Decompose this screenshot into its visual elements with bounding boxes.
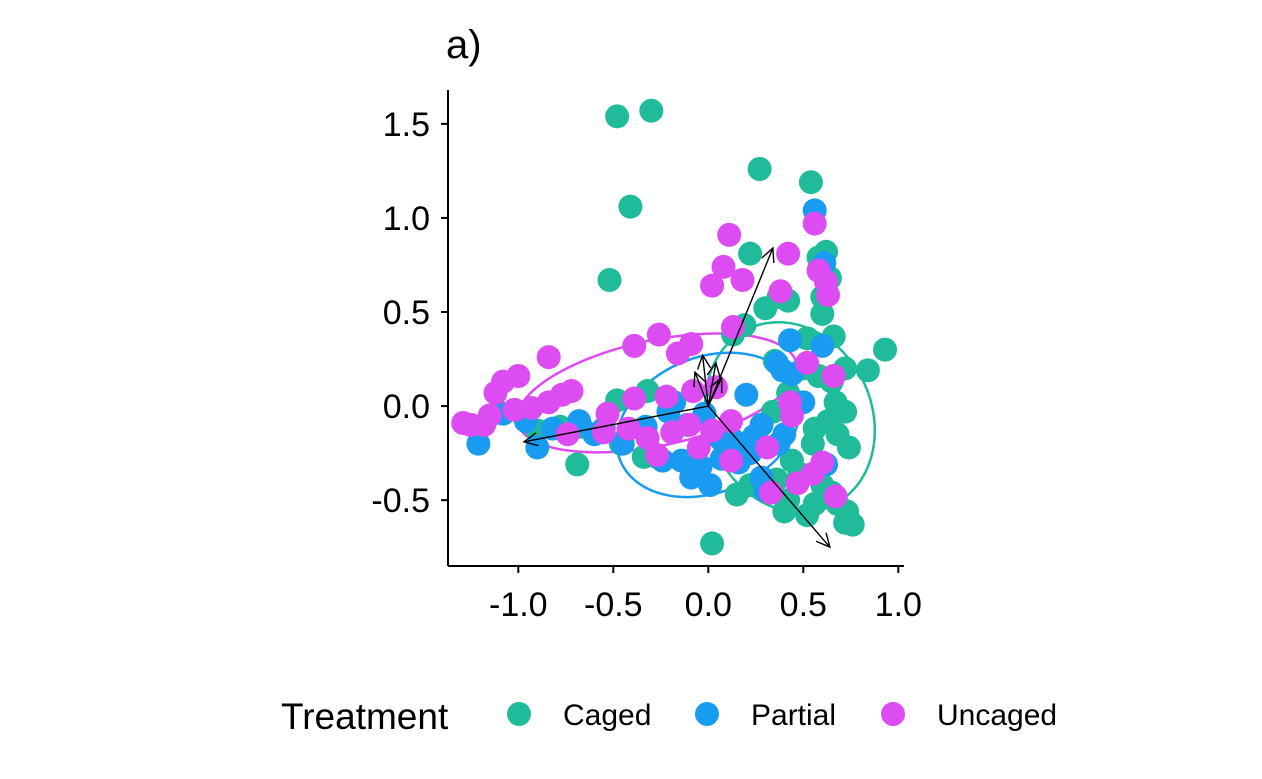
legend-label-uncaged: Uncaged	[937, 699, 1057, 732]
point-partial	[669, 448, 694, 473]
y-tick-label: 0.5	[383, 294, 430, 332]
vector-arrowhead	[761, 246, 775, 264]
vector-arrowhead	[522, 432, 539, 447]
x-tick-label: -1.0	[489, 586, 548, 624]
point-caged	[639, 98, 664, 123]
vector-arrow	[523, 405, 709, 443]
point-caged	[795, 503, 820, 528]
point-uncaged	[677, 412, 702, 437]
vector-arrowhead	[815, 532, 831, 549]
legend-label-partial: Partial	[751, 699, 836, 732]
data-points	[451, 98, 897, 556]
point-uncaged	[711, 254, 736, 279]
legend-key-caged	[507, 702, 531, 726]
chart-title: a)	[446, 23, 482, 67]
point-uncaged	[700, 418, 725, 443]
point-uncaged	[555, 422, 580, 447]
point-uncaged	[730, 268, 755, 293]
point-uncaged	[802, 211, 827, 236]
y-tick-label: 0.0	[383, 388, 430, 426]
x-tick-label: 0.5	[780, 586, 827, 624]
point-uncaged	[776, 241, 801, 266]
point-caged	[772, 499, 797, 524]
legend-key-partial	[695, 702, 719, 726]
vector-arrow	[707, 405, 831, 548]
point-uncaged	[719, 409, 744, 434]
point-uncaged	[717, 222, 742, 247]
x-tick-label: 0.0	[685, 586, 732, 624]
point-uncaged	[795, 350, 820, 375]
point-caged	[597, 268, 622, 293]
point-uncaged	[779, 403, 804, 428]
point-uncaged	[823, 484, 848, 509]
point-partial	[698, 473, 723, 498]
vector-arrowhead	[696, 353, 712, 370]
legend-title: Treatment	[281, 696, 449, 737]
point-partial	[764, 350, 789, 375]
legend-label-caged: Caged	[563, 699, 651, 732]
point-uncaged	[483, 380, 508, 405]
point-uncaged	[665, 341, 690, 366]
point-uncaged	[755, 435, 780, 460]
point-partial	[734, 382, 759, 407]
point-uncaged	[721, 315, 745, 340]
point-uncaged	[451, 411, 476, 436]
point-uncaged	[768, 279, 793, 304]
point-caged	[836, 435, 861, 460]
point-uncaged	[654, 384, 679, 409]
point-uncaged	[821, 363, 846, 388]
point-caged	[798, 170, 823, 195]
loading-vectors	[522, 246, 831, 549]
point-uncaged	[810, 450, 835, 475]
point-uncaged	[719, 448, 744, 473]
vector-arrowhead	[709, 376, 723, 393]
point-partial	[466, 431, 491, 456]
y-tick-label: -0.5	[371, 482, 430, 520]
legend-key-uncaged	[881, 702, 905, 726]
point-uncaged	[816, 283, 840, 308]
point-caged	[738, 241, 763, 266]
point-uncaged	[622, 386, 647, 411]
point-caged	[700, 531, 725, 556]
x-tick-label: 1.0	[875, 586, 922, 624]
point-caged	[618, 194, 643, 219]
point-caged	[605, 104, 630, 129]
axes: -1.0 -0.5 0.0 0.5 1.0 -0.5 0.0 0.5 1.0 1.5	[371, 90, 922, 624]
point-uncaged	[681, 379, 706, 404]
vector-arrowhead	[693, 370, 707, 388]
point-caged	[855, 358, 880, 383]
x-tick-label: -0.5	[584, 586, 643, 624]
point-uncaged	[645, 442, 669, 467]
point-partial	[778, 328, 802, 353]
point-caged	[747, 157, 772, 182]
point-partial	[810, 333, 835, 358]
y-tick-label: 1.5	[383, 106, 430, 144]
point-uncaged	[536, 345, 561, 370]
vector-arrow	[701, 355, 709, 407]
vector-arrowhead	[706, 361, 721, 378]
point-caged	[873, 337, 897, 362]
point-partial	[525, 435, 550, 460]
point-uncaged	[502, 397, 527, 422]
vector-arrow	[707, 377, 723, 407]
point-uncaged	[700, 273, 725, 298]
point-uncaged	[646, 322, 671, 347]
point-uncaged	[759, 480, 783, 505]
point-uncaged	[595, 401, 620, 426]
vector-arrow	[707, 362, 717, 407]
legend: Treatment Caged Partial Uncaged	[281, 696, 1057, 737]
point-caged	[565, 452, 590, 477]
point-uncaged	[472, 412, 497, 437]
point-caged	[833, 510, 858, 535]
point-caged	[800, 431, 825, 456]
y-tick-label: 1.0	[383, 200, 430, 238]
vector-arrow	[694, 371, 709, 407]
point-uncaged	[686, 435, 711, 460]
point-uncaged	[591, 420, 616, 445]
point-caged	[810, 301, 835, 326]
point-uncaged	[622, 333, 647, 358]
